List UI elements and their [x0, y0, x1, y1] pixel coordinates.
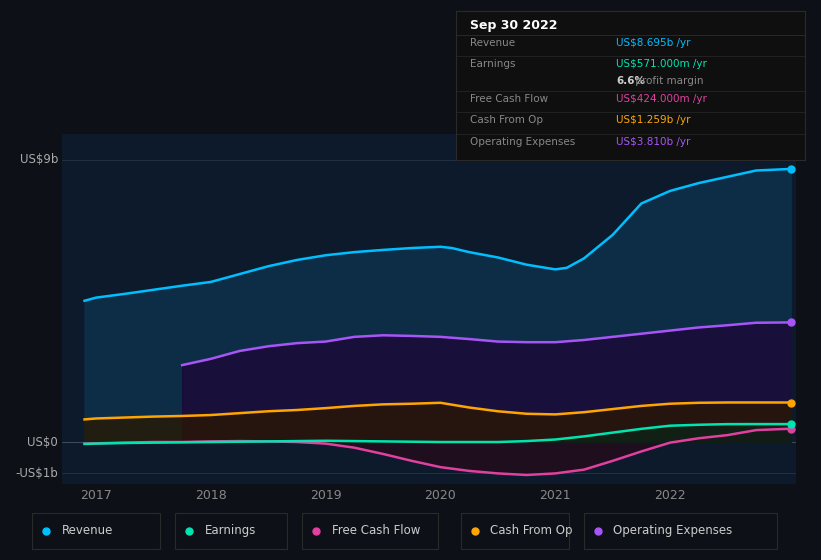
Text: Free Cash Flow: Free Cash Flow: [470, 94, 548, 104]
Text: Operating Expenses: Operating Expenses: [613, 524, 732, 537]
Text: US$3.810b /yr: US$3.810b /yr: [616, 137, 690, 147]
Text: US$571.000m /yr: US$571.000m /yr: [616, 59, 707, 69]
Text: US$0: US$0: [27, 436, 58, 449]
Text: -US$1b: -US$1b: [15, 467, 58, 480]
Text: profit margin: profit margin: [632, 76, 704, 86]
Text: Free Cash Flow: Free Cash Flow: [332, 524, 420, 537]
Text: Sep 30 2022: Sep 30 2022: [470, 18, 557, 31]
Text: Cash From Op: Cash From Op: [490, 524, 572, 537]
Text: US$9b: US$9b: [20, 153, 58, 166]
Text: Revenue: Revenue: [62, 524, 113, 537]
Text: Earnings: Earnings: [204, 524, 256, 537]
Text: Revenue: Revenue: [470, 38, 515, 48]
Text: Cash From Op: Cash From Op: [470, 115, 543, 125]
Text: US$424.000m /yr: US$424.000m /yr: [616, 94, 707, 104]
Text: Earnings: Earnings: [470, 59, 515, 69]
Text: 6.6%: 6.6%: [616, 76, 645, 86]
Text: US$1.259b /yr: US$1.259b /yr: [616, 115, 690, 125]
Text: US$8.695b /yr: US$8.695b /yr: [616, 38, 690, 48]
Text: Operating Expenses: Operating Expenses: [470, 137, 575, 147]
